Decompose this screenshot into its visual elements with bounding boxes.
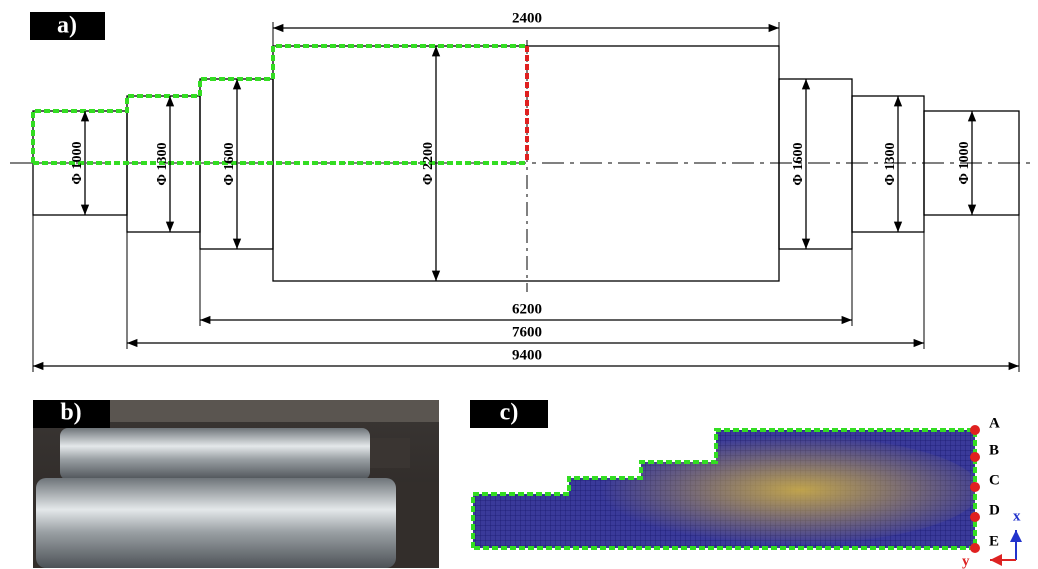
diameter-label: Φ 1000 (70, 141, 85, 184)
node-point (970, 543, 980, 553)
node-label: D (989, 502, 1000, 518)
node-label: B (989, 442, 999, 458)
panel-label: b) (60, 400, 81, 426)
mesh-refinement (580, 435, 980, 545)
diameter-label: Φ 1600 (791, 142, 806, 185)
diameter-label: Φ 1300 (883, 142, 898, 185)
model-boundary (33, 46, 527, 163)
diameter-label: Φ 1300 (155, 142, 170, 185)
axis-label: y (962, 553, 970, 569)
dimension-label: 6200 (512, 301, 542, 317)
node-point (970, 512, 980, 522)
diameter-label: Φ 1000 (957, 141, 972, 184)
node-point (970, 482, 980, 492)
dimension-label: 9400 (512, 347, 542, 363)
node-label: E (989, 533, 999, 549)
diameter-label: Φ 1600 (222, 142, 237, 185)
panel-label: c) (500, 400, 519, 426)
panel-label: a) (57, 13, 77, 39)
axis-label: x (1013, 508, 1021, 524)
figure: a) 2400 6200 7600 9400 Φ 1000 Φ 1300 Φ 160… (0, 0, 1038, 569)
node-label: A (989, 415, 1000, 431)
node-label: C (989, 472, 1000, 488)
node-point (970, 452, 980, 462)
dimension-label: 2400 (512, 10, 542, 26)
node-point (970, 425, 980, 435)
diameter-label: Φ 2200 (421, 142, 436, 185)
dimension-label: 7600 (512, 324, 542, 340)
